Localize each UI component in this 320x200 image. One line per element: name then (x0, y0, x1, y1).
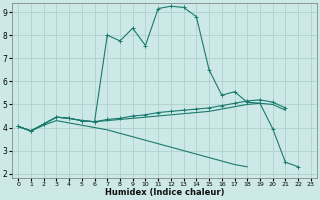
X-axis label: Humidex (Indice chaleur): Humidex (Indice chaleur) (105, 188, 224, 197)
